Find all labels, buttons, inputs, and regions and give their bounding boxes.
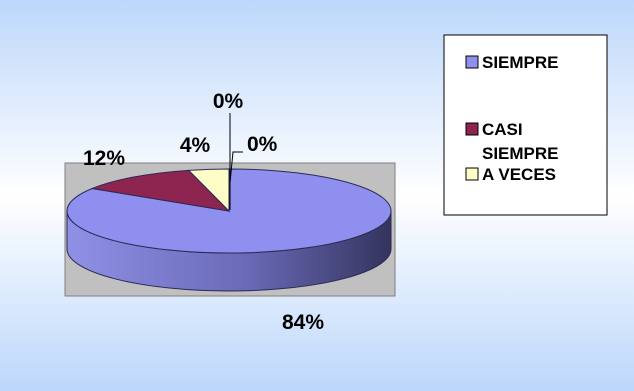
legend-label-casi-siempre-line-2: SIEMPRE	[482, 144, 559, 163]
legend: SIEMPRE CASI SIEMPRE A VECES	[443, 34, 608, 216]
data-label-casi-siempre: 12%	[83, 147, 125, 170]
pie-slice-casi-siempre	[90, 169, 231, 212]
legend-swatch-a-veces	[465, 167, 479, 181]
data-label-a-veces: 4%	[180, 134, 211, 157]
leader-line-zero-2	[229, 151, 243, 184]
data-label-zero-top: 0%	[213, 90, 244, 113]
legend-label-siempre: SIEMPRE	[482, 53, 559, 72]
data-label-zero-right: 0%	[247, 133, 278, 156]
legend-label-a-veces: A VECES	[482, 165, 556, 184]
data-label-siempre: 84%	[282, 311, 324, 334]
legend-swatch-siempre	[465, 55, 479, 69]
legend-swatch-casi-siempre	[465, 122, 479, 136]
legend-label-casi-siempre-line-1: CASI	[482, 120, 523, 139]
pie-slice-a-veces	[187, 168, 230, 213]
legend-label-casi-siempre: CASI SIEMPRE	[482, 120, 559, 163]
